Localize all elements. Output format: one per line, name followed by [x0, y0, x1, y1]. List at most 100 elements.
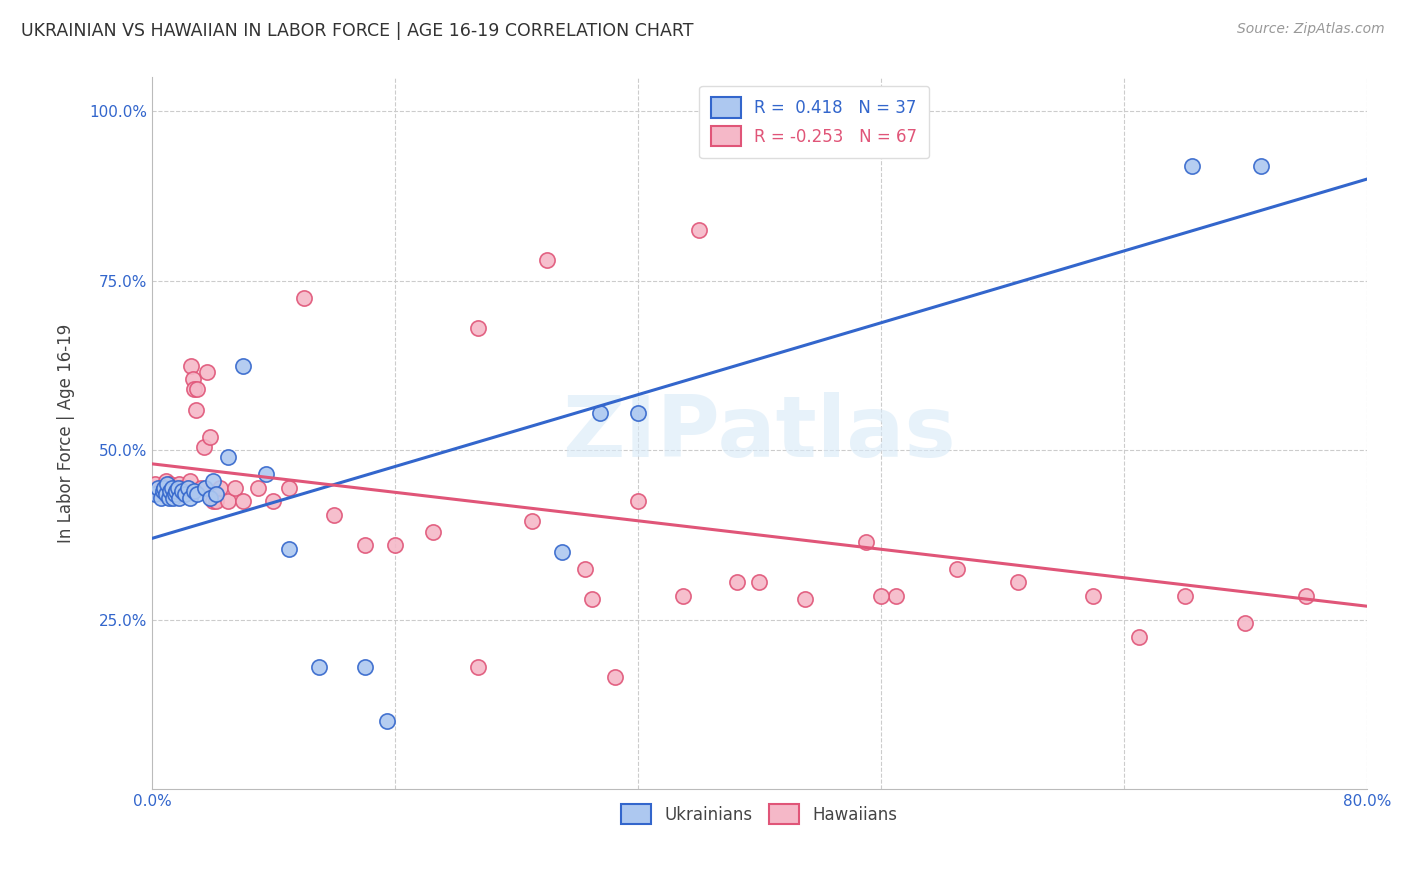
Point: [198, 430, 221, 444]
Point: [162, 483, 184, 498]
Point: [254, 467, 277, 481]
Point: [183, 382, 205, 396]
Point: [152, 483, 174, 498]
Point: [143, 487, 166, 501]
Point: [277, 481, 299, 495]
Point: [184, 402, 207, 417]
Point: [152, 481, 174, 495]
Point: [148, 483, 170, 498]
Point: [186, 487, 208, 501]
Point: [589, 406, 612, 420]
Point: [201, 494, 224, 508]
Point: [163, 487, 186, 501]
Point: [156, 481, 179, 495]
Point: [170, 483, 193, 498]
Point: [536, 253, 558, 268]
Point: [353, 660, 375, 674]
Point: [173, 487, 195, 501]
Point: [855, 534, 877, 549]
Point: [153, 487, 176, 501]
Point: [193, 440, 215, 454]
Text: UKRAINIAN VS HAWAIIAN IN LABOR FORCE | AGE 16-19 CORRELATION CHART: UKRAINIAN VS HAWAIIAN IN LABOR FORCE | A…: [21, 22, 693, 40]
Point: [232, 359, 254, 373]
Point: [627, 494, 650, 508]
Point: [155, 474, 177, 488]
Point: [146, 481, 169, 495]
Point: [748, 575, 770, 590]
Point: [384, 538, 406, 552]
Point: [177, 481, 200, 495]
Point: [262, 494, 284, 508]
Text: ZIPatlas: ZIPatlas: [562, 392, 956, 475]
Point: [159, 477, 181, 491]
Point: [165, 483, 187, 498]
Point: [177, 483, 200, 498]
Point: [467, 660, 489, 674]
Point: [1083, 589, 1105, 603]
Point: [201, 474, 224, 488]
Point: [627, 406, 650, 420]
Point: [672, 589, 695, 603]
Text: Source: ZipAtlas.com: Source: ZipAtlas.com: [1237, 22, 1385, 37]
Point: [166, 487, 188, 501]
Point: [1181, 159, 1204, 173]
Point: [224, 481, 246, 495]
Point: [157, 483, 180, 498]
Point: [167, 491, 190, 505]
Point: [160, 481, 183, 495]
Point: [159, 483, 181, 498]
Point: [551, 545, 574, 559]
Point: [150, 491, 173, 505]
Point: [870, 589, 893, 603]
Point: [165, 483, 187, 498]
Point: [793, 592, 815, 607]
Point: [172, 481, 194, 495]
Point: [292, 291, 315, 305]
Point: [156, 477, 179, 491]
Point: [172, 483, 194, 498]
Point: [157, 491, 180, 505]
Point: [467, 321, 489, 335]
Point: [422, 524, 444, 539]
Point: [1250, 159, 1272, 173]
Point: [688, 223, 710, 237]
Point: [574, 562, 596, 576]
Point: [194, 481, 217, 495]
Point: [884, 589, 907, 603]
Point: [174, 487, 197, 501]
Point: [190, 481, 212, 495]
Point: [167, 477, 190, 491]
Point: [232, 494, 254, 508]
Point: [581, 592, 603, 607]
Point: [166, 481, 188, 495]
Point: [1234, 616, 1257, 631]
Point: [176, 481, 198, 495]
Point: [323, 508, 346, 522]
Point: [181, 372, 204, 386]
Y-axis label: In Labor Force | Age 16-19: In Labor Force | Age 16-19: [58, 324, 75, 543]
Point: [174, 483, 197, 498]
Point: [1007, 575, 1029, 590]
Point: [353, 538, 375, 552]
Point: [375, 714, 398, 729]
Point: [183, 483, 205, 498]
Point: [204, 487, 226, 501]
Point: [143, 477, 166, 491]
Point: [725, 575, 748, 590]
Point: [946, 562, 969, 576]
Point: [209, 481, 232, 495]
Point: [217, 450, 239, 464]
Point: [277, 541, 299, 556]
Point: [195, 365, 218, 379]
Point: [163, 481, 186, 495]
Point: [186, 382, 208, 396]
Point: [180, 359, 202, 373]
Point: [603, 670, 626, 684]
Point: [160, 487, 183, 501]
Legend: Ukrainians, Hawaiians: Ukrainians, Hawaiians: [612, 794, 908, 834]
Point: [204, 494, 226, 508]
Point: [1128, 630, 1150, 644]
Point: [179, 491, 201, 505]
Point: [520, 515, 543, 529]
Point: [179, 474, 201, 488]
